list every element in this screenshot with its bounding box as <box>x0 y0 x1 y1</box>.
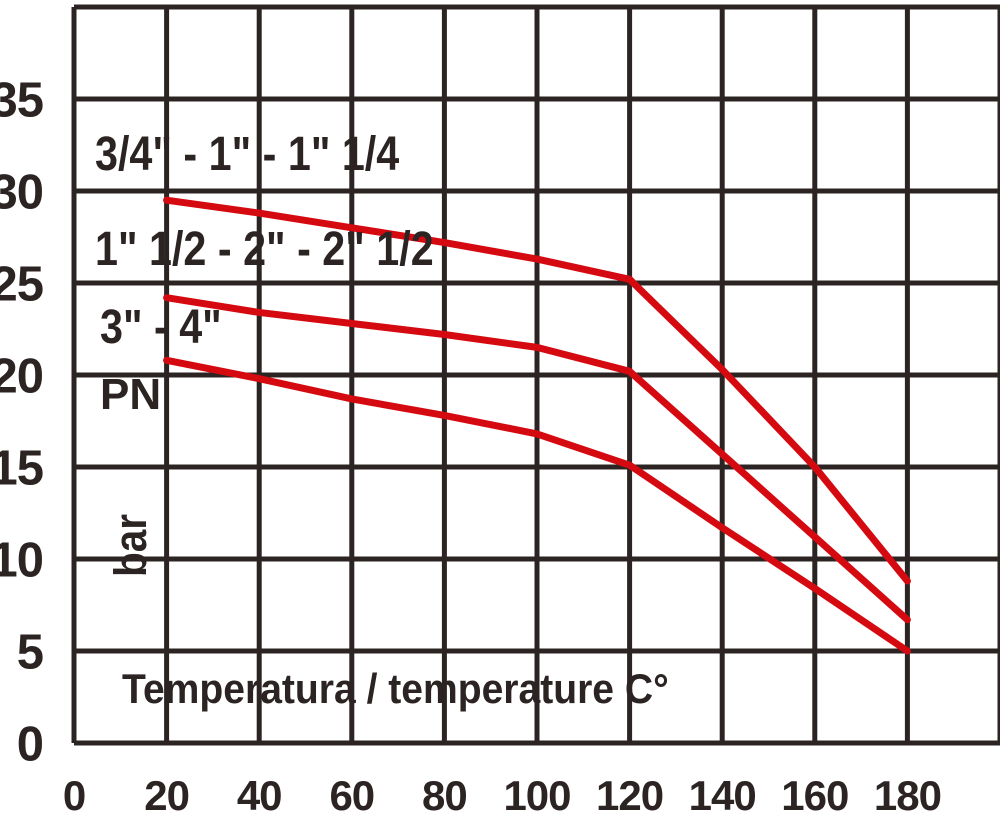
y-tick-label: 5 <box>17 626 43 680</box>
y-tick-label: 10 <box>0 534 43 588</box>
y-tick-label: 20 <box>0 350 43 404</box>
x-tick-label: 120 <box>596 772 663 813</box>
series-label-medium-sizes: 1" 1/2 - 2" - 2" 1/2 <box>95 223 434 276</box>
x-tick-label: 80 <box>422 772 467 813</box>
x-tick-label: 40 <box>237 772 282 813</box>
x-tick-label: 60 <box>329 772 374 813</box>
x-tick-label: 100 <box>503 772 570 813</box>
y-axis-label-pn: PN <box>100 370 162 419</box>
grid-lines <box>71 4 1000 746</box>
x-tick-label: 20 <box>144 772 189 813</box>
series-label-small-sizes: 3/4" - 1" - 1" 1/4 <box>95 128 400 181</box>
series-line-2 <box>163 356 911 655</box>
x-axis-title: Temperatura / temperature C° <box>122 665 669 712</box>
x-tick-label: 180 <box>874 772 941 813</box>
y-tick-label: 0 <box>17 718 43 772</box>
series-line-1 <box>163 294 911 624</box>
x-tick-label: 140 <box>689 772 756 813</box>
y-tick-label: 15 <box>0 442 43 496</box>
series-line-0 <box>163 196 911 585</box>
y-axis-unit-label: bar <box>105 513 156 577</box>
y-tick-label: 25 <box>0 258 43 312</box>
y-tick-label: 30 <box>0 166 43 220</box>
series-label-large-sizes: 3" - 4" <box>100 301 222 354</box>
y-tick-label: 35 <box>0 74 43 128</box>
x-tick-label: 160 <box>781 772 848 813</box>
x-tick-label: 0 <box>63 772 85 813</box>
